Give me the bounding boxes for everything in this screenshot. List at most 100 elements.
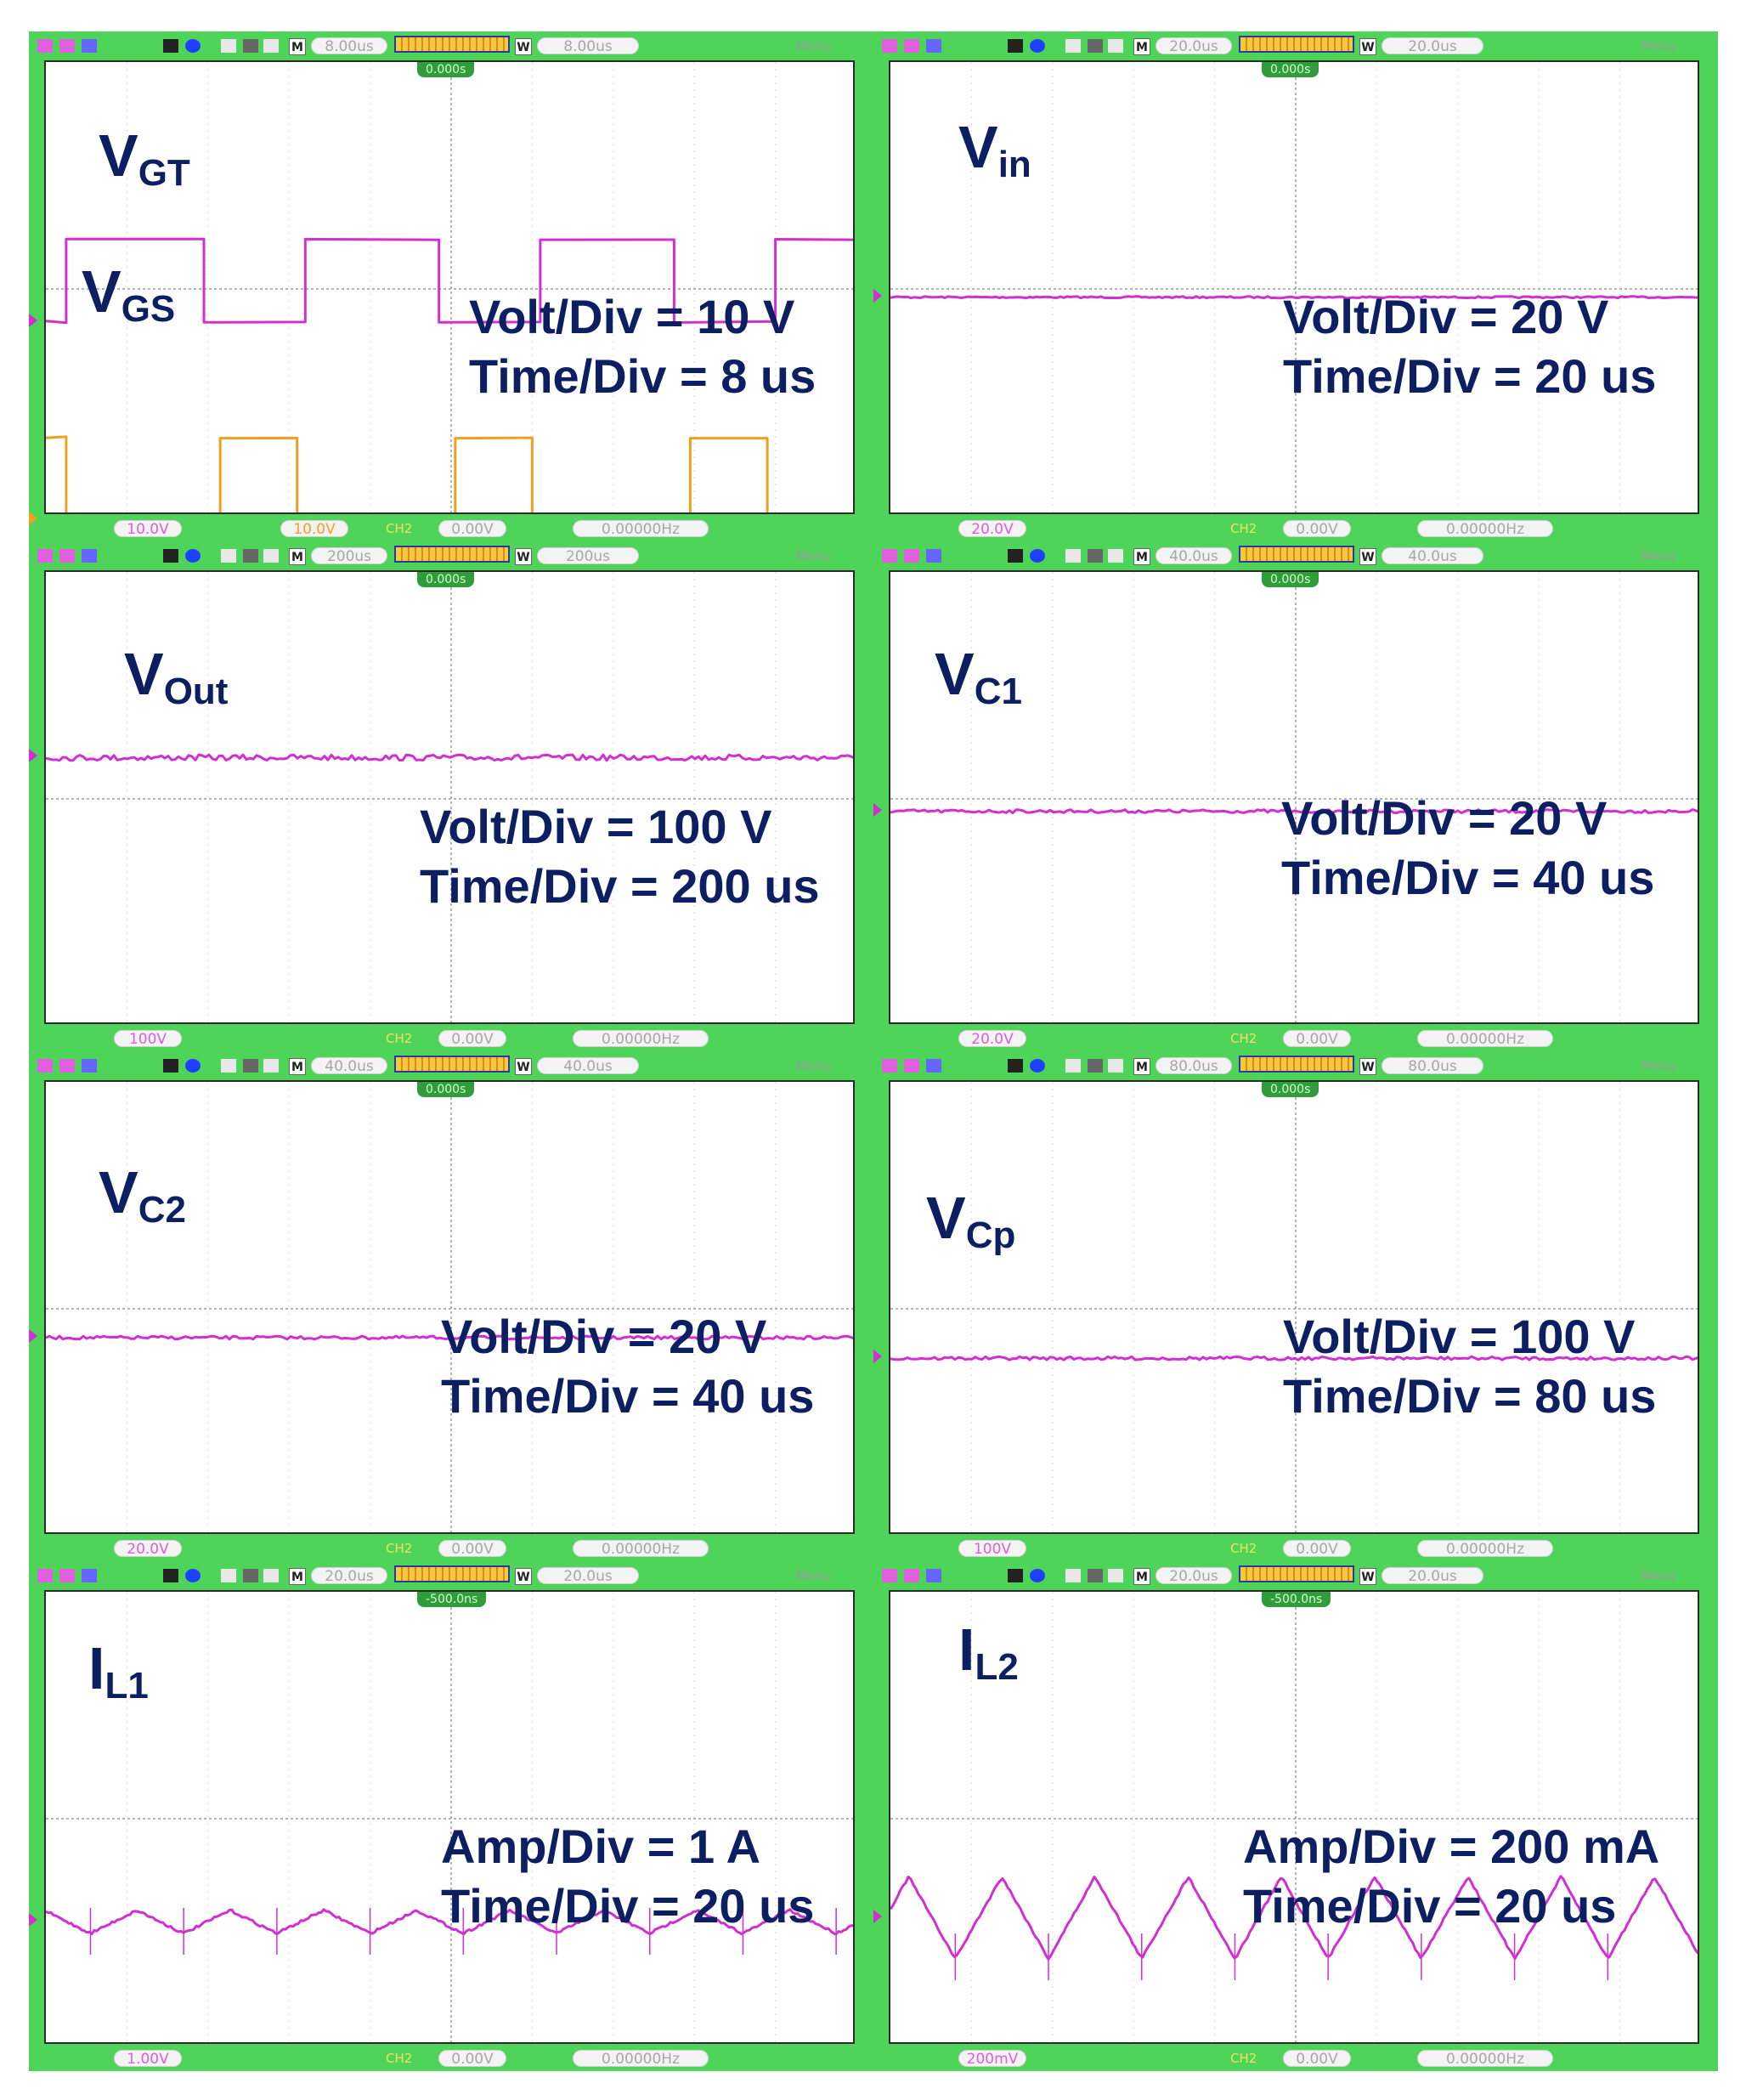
menu-button[interactable]: Menu — [795, 1568, 831, 1583]
ramp-icon[interactable] — [904, 1059, 919, 1073]
ch1-scale[interactable]: 100V — [114, 1030, 182, 1048]
ramp-icon[interactable] — [904, 39, 919, 53]
run-icon[interactable] — [926, 39, 941, 53]
save-icon[interactable] — [243, 549, 258, 563]
menu-button[interactable]: Menu — [1640, 1058, 1675, 1073]
timebase-value[interactable]: 20.0us — [1156, 1567, 1232, 1585]
trigger-window[interactable] — [394, 546, 510, 563]
trigger-level[interactable]: 0.00V — [438, 2050, 506, 2068]
ramp-icon[interactable] — [904, 1569, 919, 1582]
channel-marker[interactable] — [29, 1913, 37, 1927]
ramp-icon[interactable] — [59, 1059, 75, 1073]
print-icon[interactable] — [1108, 1059, 1123, 1073]
trigger-level[interactable]: 0.00V — [1283, 2050, 1351, 2068]
ch1-scale[interactable]: 100V — [958, 1540, 1026, 1558]
menu-button[interactable]: Menu — [1640, 38, 1675, 54]
ramp-icon[interactable] — [59, 549, 75, 563]
pulse-icon[interactable] — [163, 549, 178, 563]
print-icon[interactable] — [263, 549, 279, 563]
save-icon[interactable] — [243, 39, 258, 53]
menu-button[interactable]: Menu — [795, 38, 831, 54]
pulse-icon[interactable] — [1008, 1059, 1023, 1073]
trigger-level[interactable]: 0.00V — [438, 1030, 506, 1048]
ramp-icon[interactable] — [59, 39, 75, 53]
window-value[interactable]: 200us — [537, 547, 639, 565]
trigger-window[interactable] — [1239, 546, 1354, 563]
dot-icon[interactable] — [185, 549, 201, 563]
channel-marker[interactable] — [29, 749, 37, 763]
run-icon[interactable] — [82, 549, 97, 563]
pulse-icon[interactable] — [1008, 1569, 1023, 1582]
menu-button[interactable]: Menu — [795, 548, 831, 563]
window-value[interactable]: 20.0us — [1382, 37, 1483, 55]
print-icon[interactable] — [1108, 39, 1123, 53]
dot-icon[interactable] — [185, 39, 201, 53]
trigger-level[interactable]: 0.00V — [438, 520, 506, 538]
trigger-window[interactable] — [1239, 36, 1354, 53]
window-value[interactable]: 40.0us — [537, 1057, 639, 1075]
dot-icon[interactable] — [1030, 1059, 1045, 1073]
trigger-level[interactable]: 0.00V — [1283, 1540, 1351, 1558]
trigger-level[interactable]: 0.00V — [1283, 520, 1351, 538]
timebase-value[interactable]: 20.0us — [311, 1567, 387, 1585]
ch2-scale[interactable]: 10.0V — [280, 520, 348, 538]
menu-button[interactable]: Menu — [795, 1058, 831, 1073]
channel-marker[interactable] — [873, 1909, 882, 1923]
timebase-value[interactable]: 80.0us — [1156, 1057, 1232, 1075]
trigger-window[interactable] — [1239, 1565, 1354, 1582]
menu-button[interactable]: Menu — [1640, 548, 1675, 563]
channel-marker[interactable] — [29, 511, 37, 525]
run-icon[interactable] — [82, 1569, 97, 1582]
run-icon[interactable] — [926, 1569, 941, 1582]
save-icon[interactable] — [243, 1059, 258, 1073]
print-icon[interactable] — [263, 1059, 279, 1073]
menu-button[interactable]: Menu — [1640, 1568, 1675, 1583]
timebase-value[interactable]: 40.0us — [1156, 547, 1232, 565]
run-icon[interactable] — [82, 1059, 97, 1073]
probe-icon[interactable] — [221, 39, 236, 53]
channel-marker[interactable] — [873, 802, 882, 817]
trigger-window[interactable] — [394, 1056, 510, 1073]
window-value[interactable]: 20.0us — [1382, 1567, 1483, 1585]
channel-marker[interactable] — [29, 313, 37, 327]
probe-icon[interactable] — [221, 1059, 236, 1073]
dot-icon[interactable] — [1030, 549, 1045, 563]
print-icon[interactable] — [1108, 1569, 1123, 1582]
pulse-icon[interactable] — [163, 1569, 178, 1582]
wave-icon[interactable] — [37, 549, 53, 563]
trigger-window[interactable] — [1239, 1056, 1354, 1073]
ramp-icon[interactable] — [59, 1569, 75, 1582]
channel-marker[interactable] — [29, 1328, 37, 1343]
timebase-value[interactable]: 200us — [311, 547, 387, 565]
save-icon[interactable] — [1088, 549, 1103, 563]
timebase-value[interactable]: 40.0us — [311, 1057, 387, 1075]
ch1-scale[interactable]: 1.00V — [114, 2050, 182, 2068]
probe-icon[interactable] — [221, 549, 236, 563]
trigger-level[interactable]: 0.00V — [438, 1540, 506, 1558]
save-icon[interactable] — [1088, 1569, 1103, 1582]
probe-icon[interactable] — [1065, 1059, 1081, 1073]
trigger-window[interactable] — [394, 1565, 510, 1582]
ch1-scale[interactable]: 10.0V — [114, 520, 182, 538]
trigger-window[interactable] — [394, 36, 510, 53]
save-icon[interactable] — [1088, 1059, 1103, 1073]
ch1-scale[interactable]: 20.0V — [958, 1030, 1026, 1048]
pulse-icon[interactable] — [1008, 39, 1023, 53]
window-value[interactable]: 8.00us — [537, 37, 639, 55]
window-value[interactable]: 20.0us — [537, 1567, 639, 1585]
timebase-value[interactable]: 20.0us — [1156, 37, 1232, 55]
print-icon[interactable] — [1108, 549, 1123, 563]
ch1-scale[interactable]: 20.0V — [114, 1540, 182, 1558]
window-value[interactable]: 40.0us — [1382, 547, 1483, 565]
pulse-icon[interactable] — [1008, 549, 1023, 563]
print-icon[interactable] — [263, 39, 279, 53]
ch1-scale[interactable]: 200mV — [958, 2050, 1026, 2068]
window-value[interactable]: 80.0us — [1382, 1057, 1483, 1075]
probe-icon[interactable] — [221, 1569, 236, 1582]
probe-icon[interactable] — [1065, 549, 1081, 563]
run-icon[interactable] — [926, 549, 941, 563]
save-icon[interactable] — [243, 1569, 258, 1582]
pulse-icon[interactable] — [163, 39, 178, 53]
trigger-level[interactable]: 0.00V — [1283, 1030, 1351, 1048]
wave-icon[interactable] — [37, 1569, 53, 1582]
